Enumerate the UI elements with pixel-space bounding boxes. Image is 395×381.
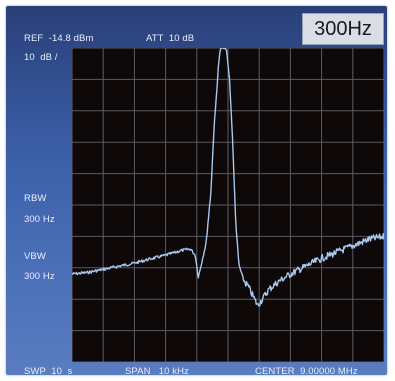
vbw-label: VBW: [24, 251, 46, 262]
center-frequency-readout: CENTER 9.00000 MHz: [255, 366, 358, 377]
rbw-label: RBW: [24, 193, 47, 204]
graticule-grid: [72, 48, 384, 362]
sweep-time-readout: SWP 10 s: [24, 366, 73, 377]
vbw-value: 300 Hz: [24, 271, 55, 282]
scale-readout: 10 dB /: [24, 52, 58, 63]
trace-plot-area: [72, 48, 384, 362]
span-readout: SPAN 10 kHz: [125, 366, 189, 377]
trace-layer: [72, 48, 384, 307]
trace-screen: [72, 48, 384, 362]
spectrum-trace: [72, 48, 384, 307]
ref-level-readout: REF -14.8 dBm: [24, 33, 94, 44]
rbw-value: 300 Hz: [24, 214, 55, 225]
rbw-badge: 300Hz: [302, 13, 384, 45]
attenuation-readout: ATT 10 dB: [146, 33, 195, 44]
